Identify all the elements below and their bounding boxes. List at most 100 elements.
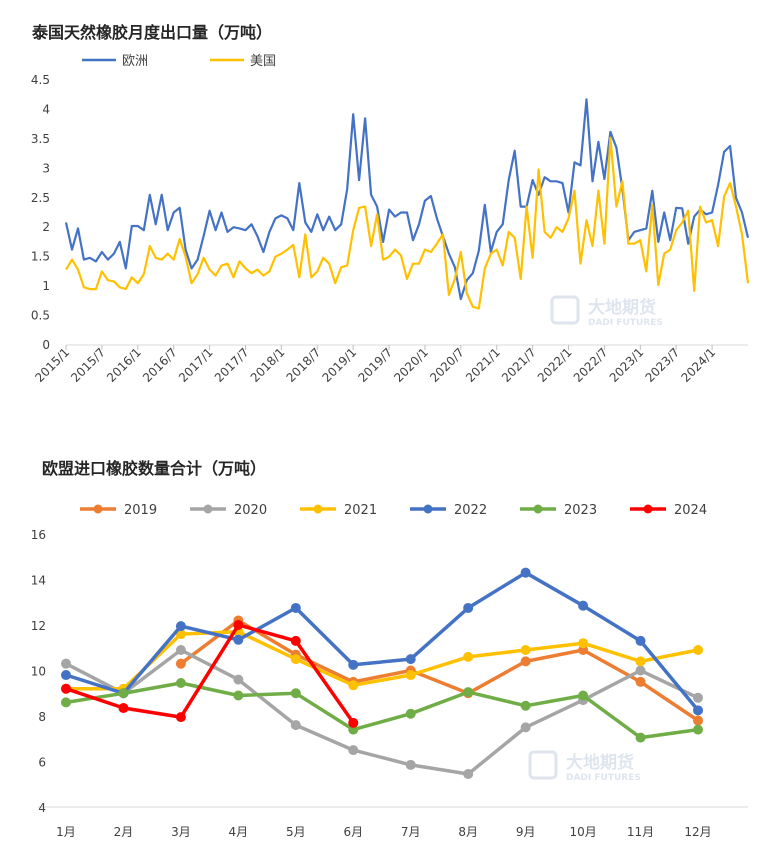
chart2-data-point — [405, 670, 416, 681]
chart2-legend-label: 2022 — [454, 503, 487, 518]
chart2-data-point — [693, 645, 703, 656]
chart2-data-point — [233, 634, 244, 645]
chart2-data-point — [635, 732, 646, 743]
chart2-x-tick: 9月 — [516, 825, 536, 839]
chart2-legend-label: 2024 — [674, 503, 707, 518]
chart2-watermark-logo — [528, 750, 558, 780]
chart2-data-point — [635, 676, 646, 687]
chart2-x-tick: 3月 — [171, 825, 191, 839]
chart2-legend-marker — [203, 504, 213, 514]
chart1-watermark-en: DADI FUTURES — [588, 318, 663, 328]
chart2-x-tick: 12月 — [684, 825, 711, 839]
chart2-watermark-en: DADI FUTURES — [566, 773, 641, 783]
chart2-data-point — [118, 703, 129, 714]
chart2-series-line — [65, 570, 700, 712]
chart1-y-tick: 1 — [42, 279, 50, 293]
chart2-series-line — [65, 681, 699, 740]
chart2-data-point — [175, 678, 186, 689]
chart2-data-point — [463, 687, 474, 698]
chart2-x-tick: 7月 — [401, 825, 421, 839]
chart2-data-point — [578, 638, 589, 649]
chart2-data-point — [175, 621, 186, 632]
chart2-y-tick: 12 — [31, 619, 46, 633]
chart2-legend-label: 2023 — [564, 503, 597, 518]
chart2-y-tick: 8 — [38, 710, 46, 724]
chart2-data-point — [635, 656, 646, 667]
chart2-y-tick: 6 — [38, 756, 46, 770]
chart2-y-tick: 4 — [38, 801, 46, 815]
chart2-data-point — [405, 654, 416, 665]
chart2-data-point — [233, 620, 244, 630]
chart2-legend-marker — [313, 504, 323, 514]
chart1-y-tick: 0 — [42, 338, 50, 352]
chart2-data-point — [348, 745, 359, 756]
chart2-data-point — [290, 720, 301, 731]
chart2-data-point — [175, 645, 186, 656]
chart2-x-tick: 1月 — [56, 825, 76, 839]
chart2-data-point — [348, 659, 359, 670]
chart2-legend-label: 2020 — [234, 503, 267, 518]
chart2-data-point — [520, 656, 531, 667]
chart2-data-point — [520, 645, 531, 656]
chart2-series-line — [179, 618, 699, 722]
chart1-y-tick: 0.5 — [31, 309, 50, 323]
chart1-title: 泰国天然橡胶月度出口量（万吨） — [32, 23, 273, 42]
chart1-y-tick: 3 — [42, 161, 50, 175]
chart2-x-tick: 11月 — [627, 825, 654, 839]
chart2-data-point — [233, 674, 244, 685]
chart1-legend-label: 美国 — [250, 54, 276, 69]
chart2-data-point — [61, 683, 71, 694]
chart2-data-point — [175, 712, 186, 723]
chart2-data-point — [693, 705, 703, 716]
chart2-series-line — [65, 648, 699, 776]
chart2-data-point — [175, 658, 186, 669]
chart2-data-point — [290, 688, 301, 699]
chart2-data-point — [635, 665, 646, 676]
chart2-x-tick: 2月 — [114, 825, 134, 839]
chart2-data-point — [290, 602, 301, 613]
chart2-x-tick: 8月 — [458, 825, 478, 839]
chart2-legend-label: 2021 — [344, 503, 377, 518]
chart2-legend-marker — [533, 504, 543, 514]
chart2-watermark-cn: 大地期货 — [566, 752, 634, 773]
chart2-data-point — [578, 690, 589, 701]
chart1-y-tick: 2 — [42, 220, 50, 234]
chart2-data-point — [405, 708, 416, 719]
chart2-series-line — [65, 623, 355, 724]
chart1-plot: 00.511.522.533.544.52015/12015/72016/120… — [31, 54, 750, 385]
chart1-y-tick: 2.5 — [31, 191, 50, 205]
chart2-legend-label: 2019 — [124, 503, 157, 518]
chart1-series-line — [64, 98, 750, 301]
chart2-data-point — [118, 688, 129, 699]
chart2-x-tick: 4月 — [229, 825, 249, 839]
chart2-data-point — [348, 717, 359, 728]
chart2-data-point — [233, 690, 244, 701]
chart2-y-tick: 10 — [31, 665, 46, 679]
chart2-data-point — [61, 697, 71, 708]
chart2-data-point — [693, 715, 703, 726]
chart2-x-tick: 5月 — [286, 825, 306, 839]
chart1-y-tick: 4 — [42, 102, 50, 116]
chart1-y-tick: 1.5 — [31, 250, 50, 264]
chart2-data-point — [348, 680, 359, 691]
chart1-y-tick: 4.5 — [31, 73, 50, 87]
chart2-data-point — [578, 600, 589, 611]
chart2-data-point — [520, 567, 531, 578]
chart2-data-point — [290, 635, 301, 646]
chart1-watermark-cn: 大地期货 — [588, 297, 656, 318]
chart2-y-tick: 16 — [31, 528, 46, 542]
chart2-data-point — [520, 700, 531, 711]
chart2-data-point — [61, 670, 71, 681]
chart2-data-point — [463, 769, 474, 780]
chart2-data-point — [520, 722, 531, 733]
chart2-data-point — [463, 602, 474, 613]
chart2-legend-marker — [423, 504, 433, 514]
chart2-data-point — [635, 635, 646, 646]
chart2-x-tick: 10月 — [569, 825, 596, 839]
chart1-series-line — [65, 136, 750, 310]
chart2-legend-marker — [93, 504, 103, 514]
chart1-y-tick: 3.5 — [31, 132, 50, 146]
chart1-legend-label: 欧洲 — [122, 54, 148, 69]
